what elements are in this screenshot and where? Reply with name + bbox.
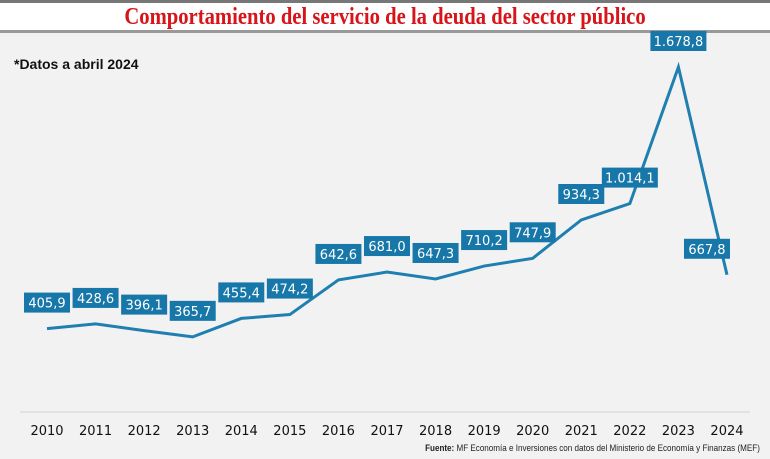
data-label-box [121, 294, 168, 315]
title-bar: Comportamiento del servicio de la deuda … [0, 0, 770, 33]
data-note: *Datos a abril 2024 [14, 56, 139, 72]
data-label: 681,0 [363, 236, 410, 257]
x-tick-label: 2011 [79, 424, 112, 439]
data-label: 710,2 [461, 230, 508, 251]
data-label: 667,8 [683, 238, 730, 259]
x-tick-label: 2012 [128, 424, 161, 439]
x-tick-label: 2016 [322, 424, 355, 439]
data-label-box [266, 278, 313, 299]
data-label-text: 455,4 [223, 286, 260, 301]
x-tick-label: 2013 [176, 424, 209, 439]
data-label: 647,3 [412, 242, 459, 263]
data-label-text: 405,9 [28, 297, 65, 312]
data-label: 455,4 [218, 282, 265, 303]
data-label: 405,9 [24, 292, 70, 313]
data-label: 474,2 [266, 278, 313, 299]
data-label-text: 1.014,1 [605, 172, 655, 187]
data-label-box [412, 242, 459, 263]
data-label-text: 934,3 [563, 188, 600, 203]
source-note: Fuente: MF Economía e Inversiones con da… [425, 443, 760, 454]
data-label: 934,3 [558, 184, 605, 205]
data-label: 396,1 [121, 294, 168, 315]
x-tick-label: 2015 [273, 424, 306, 439]
data-label-box [24, 292, 70, 313]
data-label-text: 747,9 [514, 226, 551, 241]
x-tick-label: 2018 [419, 424, 452, 439]
x-tick-label: 2024 [710, 424, 743, 439]
data-label-text: 474,2 [271, 283, 308, 298]
data-label: 365,7 [169, 300, 216, 321]
data-label-text: 647,3 [417, 247, 454, 262]
data-label-text: 681,0 [368, 240, 405, 255]
x-tick-label: 2020 [516, 424, 549, 439]
data-label: 428,6 [72, 287, 119, 308]
data-label-text: 710,2 [466, 234, 503, 249]
data-label-box [169, 300, 216, 321]
data-label-box [558, 184, 605, 205]
x-tick-label: 2017 [370, 424, 403, 439]
x-tick-label: 2019 [468, 424, 501, 439]
source-text: MF Economía e Inversiones con datos del … [454, 443, 760, 454]
data-label: 1.678,8 [650, 31, 707, 52]
data-label-box [601, 167, 658, 188]
data-label: 747,9 [509, 222, 556, 243]
data-label: 1.014,1 [601, 167, 658, 188]
x-tick-label: 2010 [30, 424, 63, 439]
data-label-box [315, 243, 362, 264]
data-label: 642,6 [315, 243, 362, 264]
data-label-box [218, 282, 265, 303]
data-label-text: 667,8 [688, 243, 725, 258]
source-label: Fuente: [425, 443, 455, 454]
chart-title: Comportamiento del servicio de la deuda … [124, 4, 646, 30]
data-label-text: 365,7 [174, 305, 211, 320]
x-tick-label: 2022 [613, 424, 646, 439]
x-tick-label: 2023 [662, 424, 695, 439]
x-tick-label: 2014 [225, 424, 258, 439]
data-label-box [72, 287, 119, 308]
data-label-box [650, 31, 707, 52]
data-label-text: 1.678,8 [654, 35, 704, 50]
data-label-text: 396,1 [126, 299, 163, 314]
data-label-box [509, 222, 556, 243]
data-label-text: 428,6 [77, 292, 114, 307]
x-tick-label: 2021 [565, 424, 598, 439]
data-label-box [461, 230, 508, 251]
data-label-box [363, 236, 410, 257]
series-line [46, 61, 729, 339]
data-label-box [683, 238, 730, 259]
data-label-text: 642,6 [320, 248, 357, 263]
